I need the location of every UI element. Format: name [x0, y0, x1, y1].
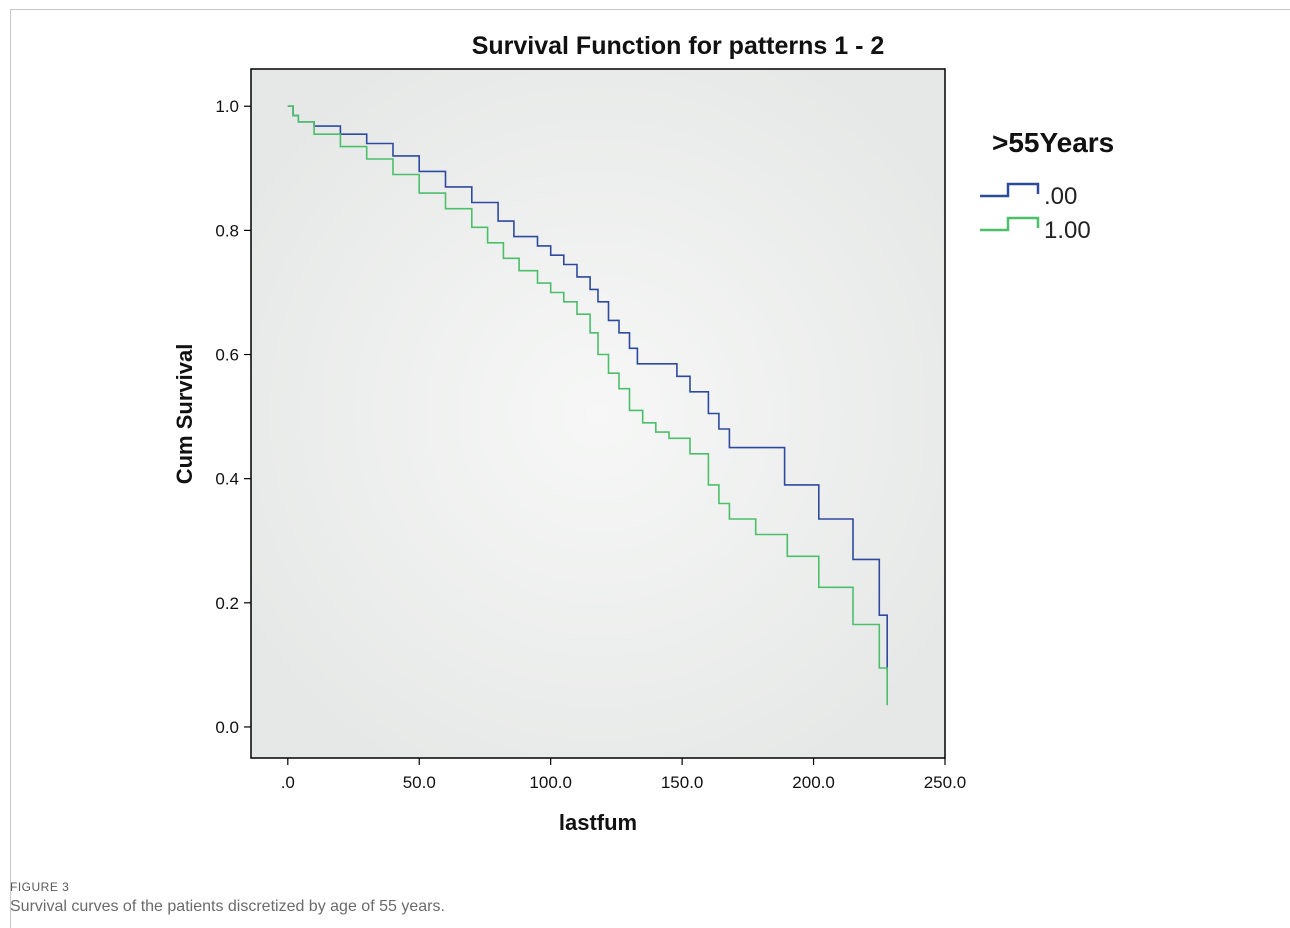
- x-tick-label: 50.0: [403, 773, 436, 792]
- plot-area: [251, 69, 945, 758]
- x-tick-label: 250.0: [924, 773, 967, 792]
- x-tick-label: .0: [281, 773, 295, 792]
- y-axis-label: Cum Survival: [172, 344, 197, 485]
- x-tick-label: 150.0: [661, 773, 704, 792]
- y-tick-label: 0.2: [215, 594, 239, 613]
- chart-title: Survival Function for patterns 1 - 2: [472, 32, 885, 60]
- legend-label: 1.00: [1044, 217, 1091, 244]
- figure-caption: Survival curves of the patients discreti…: [10, 898, 445, 916]
- x-axis-label: lastfum: [559, 810, 637, 835]
- survival-chart: Survival Function for patterns 1 - 2 0.0…: [0, 0, 1290, 875]
- y-tick-label: 0.8: [215, 221, 239, 240]
- y-tick-label: 0.6: [215, 346, 239, 365]
- y-axis: 0.0 0.2 0.4 0.6 0.8 1.0: [215, 97, 251, 737]
- legend-swatch: [980, 218, 1038, 230]
- y-tick-label: 0.0: [215, 718, 239, 737]
- legend-swatch: [980, 184, 1038, 196]
- legend-items: .00 1.00: [980, 183, 1091, 244]
- legend-title: >55Years: [992, 127, 1114, 158]
- x-axis: .0 50.0 100.0 150.0 200.0 250.0: [281, 758, 967, 792]
- y-tick-label: 0.4: [215, 470, 239, 489]
- x-tick-label: 100.0: [529, 773, 572, 792]
- x-tick-label: 200.0: [792, 773, 835, 792]
- y-tick-label: 1.0: [215, 97, 239, 116]
- legend: >55Years .00 1.00: [980, 127, 1114, 244]
- figure-label: FIGURE 3: [10, 880, 69, 894]
- legend-label: .00: [1044, 183, 1077, 210]
